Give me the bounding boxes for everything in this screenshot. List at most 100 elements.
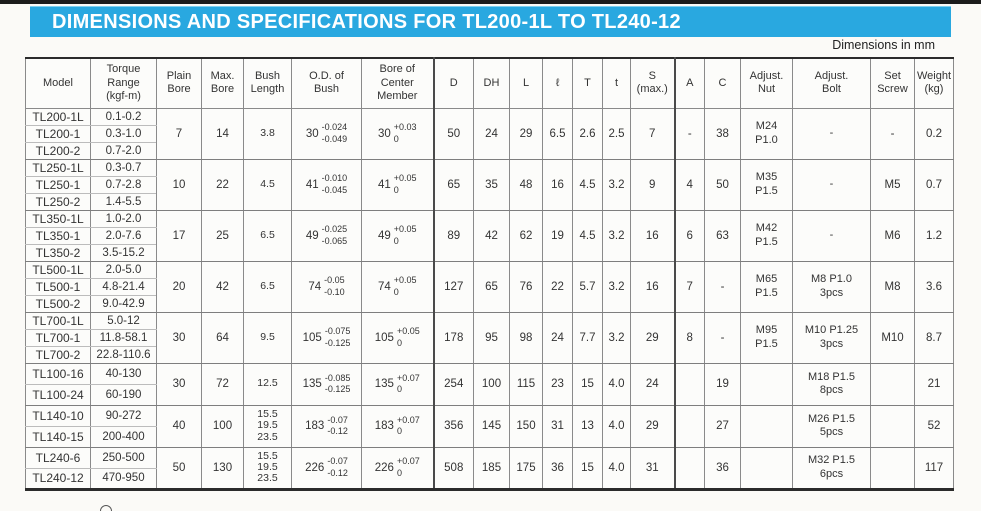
adjust-bolt-cell: M8 P1.0 3pcs (792, 261, 871, 313)
plain-bore-cell: 10 (156, 159, 202, 211)
c-cell: 19 (704, 363, 741, 406)
od-of-bush-cell: 226 -0.07 -0.12 (291, 447, 362, 490)
weight-cell: 1.2 (914, 210, 954, 262)
adjust-bolt-cell: M18 P1.5 8pcs (792, 363, 871, 406)
torque-range-cell: 470-950 (90, 468, 157, 490)
model-cell: TL140-10 (25, 405, 91, 427)
d-cell: 50 (432, 108, 474, 160)
od-of-bush-cell-value: 105 -0.075 -0.125 (302, 326, 351, 348)
bush-length-cell: 6.5 (243, 210, 292, 262)
torque-range-cell: 0.1-0.2 (90, 108, 157, 126)
max-bore-cell: 130 (201, 447, 244, 490)
torque-range-cell: 250-500 (90, 447, 157, 469)
a-cell: 4 (673, 159, 705, 211)
t-upper-cell: 15 (572, 447, 603, 490)
a-cell: 7 (673, 261, 705, 313)
s-max-cell: 24 (630, 363, 675, 406)
col-header-set-screw: Set Screw (870, 58, 915, 109)
model-cell: TL100-16 (25, 363, 91, 385)
d-cell: 356 (432, 405, 474, 448)
od-of-bush-cell: 30 -0.024 -0.049 (291, 108, 362, 160)
l-cell: 62 (509, 210, 543, 262)
a-cell: 6 (673, 210, 705, 262)
l-cell: 76 (509, 261, 543, 313)
torque-range-cell: 200-400 (90, 426, 157, 448)
plain-bore-cell: 50 (156, 447, 202, 490)
bush-length-cell: 4.5 (243, 159, 292, 211)
c-cell: - (704, 312, 741, 364)
table-row-tl100-24: TL100-24 60-190 (25, 384, 954, 406)
adjust-nut-cell: M42 P1.5 (740, 210, 793, 262)
weight-cell: 0.7 (914, 159, 954, 211)
torque-range-cell: 9.0-42.9 (90, 295, 157, 313)
torque-range-cell: 2.0-7.6 (90, 227, 157, 245)
weight-cell: 21 (914, 363, 954, 406)
max-bore-cell: 72 (201, 363, 244, 406)
bore-of-center-member-cell-value: 105 +0.05 0 (374, 326, 420, 348)
model-cell: TL350-1 (25, 227, 91, 245)
table-row-tl350-2: TL350-2 3.5-15.2 (25, 244, 954, 262)
bore-of-center-member-cell-value: 226 +0.07 0 (374, 456, 420, 478)
bush-length-cell: 6.5 (243, 261, 292, 313)
model-cell: TL700-1L (25, 312, 91, 330)
set-screw-cell: M5 (870, 159, 915, 211)
table-row-tl700-1: TL700-1 11.8-58.1 (25, 329, 954, 347)
col-header-model: Model (25, 58, 91, 109)
a-cell: - (673, 108, 705, 160)
od-of-bush-cell: 183 -0.07 -0.12 (291, 405, 362, 448)
table-row-tl250-1: TL250-1 0.7-2.8 (25, 176, 954, 194)
a-cell (673, 405, 705, 448)
bore-of-center-member-cell: 49 +0.05 0 (361, 210, 434, 262)
l-cell: 175 (509, 447, 543, 490)
model-cell: TL350-1L (25, 210, 91, 228)
table-row-tl250-1l: TL250-1L 0.3-0.7 10 22 4.5 41 -0.010 -0.045 41 +0… (25, 159, 954, 211)
torque-range-cell: 11.8-58.1 (90, 329, 157, 347)
ell-cell: 6.5 (542, 108, 573, 160)
units-note: Dimensions in mm (832, 38, 935, 52)
col-header-s-max: S (max.) (630, 58, 675, 109)
t-lower-cell: 4.0 (602, 447, 631, 490)
set-screw-cell: M10 (870, 312, 915, 364)
plain-bore-cell: 30 (156, 312, 202, 364)
od-of-bush-cell-value: 135 -0.085 -0.125 (302, 372, 351, 394)
model-cell: TL250-1L (25, 159, 91, 177)
col-header-adjust-bolt: Adjust. Bolt (792, 58, 871, 109)
page-top-rule (0, 0, 981, 4)
col-header-t-upper: T (572, 58, 603, 109)
dh-cell: 100 (473, 363, 510, 406)
model-cell: TL500-2 (25, 295, 91, 313)
set-screw-cell: M6 (870, 210, 915, 262)
set-screw-cell (870, 405, 915, 448)
max-bore-cell: 42 (201, 261, 244, 313)
col-header-d: D (432, 58, 474, 109)
set-screw-cell: M8 (870, 261, 915, 313)
col-header-max-bore: Max. Bore (201, 58, 244, 109)
ell-cell: 16 (542, 159, 573, 211)
l-cell: 98 (509, 312, 543, 364)
t-upper-cell: 7.7 (572, 312, 603, 364)
t-lower-cell: 3.2 (602, 312, 631, 364)
od-of-bush-cell-value: 41 -0.010 -0.045 (305, 173, 348, 195)
l-cell: 115 (509, 363, 543, 406)
col-header-t-lower: t (602, 58, 631, 109)
torque-range-cell: 0.3-1.0 (90, 125, 157, 143)
s-max-cell: 16 (630, 210, 675, 262)
col-header-bore-of-center-member: Bore of Center Member (361, 58, 434, 109)
s-max-cell: 29 (630, 405, 675, 448)
spec-table-body: TL200-1L 0.1-0.2 7 14 3.8 30 -0.024 -0.049 30 +0.… (25, 108, 954, 490)
od-of-bush-cell: 105 -0.075 -0.125 (291, 312, 362, 364)
model-cell: TL350-2 (25, 244, 91, 262)
adjust-nut-cell: M65 P1.5 (740, 261, 793, 313)
od-of-bush-cell-value: 49 -0.025 -0.065 (305, 224, 348, 246)
bush-length-cell: 3.8 (243, 108, 292, 160)
bush-length-cell: 15.5 19.5 23.5 (243, 447, 292, 490)
adjust-nut-cell (740, 405, 793, 448)
col-header-bush-length: Bush Length (243, 58, 292, 109)
bush-length-cell: 12.5 (243, 363, 292, 406)
model-cell: TL250-1 (25, 176, 91, 194)
adjust-bolt-cell: M32 P1.5 6pcs (792, 447, 871, 490)
od-of-bush-cell-value: 74 -0.05 -0.10 (308, 275, 345, 297)
table-row-tl240-12: TL240-12 470-950 (25, 468, 954, 490)
max-bore-cell: 25 (201, 210, 244, 262)
